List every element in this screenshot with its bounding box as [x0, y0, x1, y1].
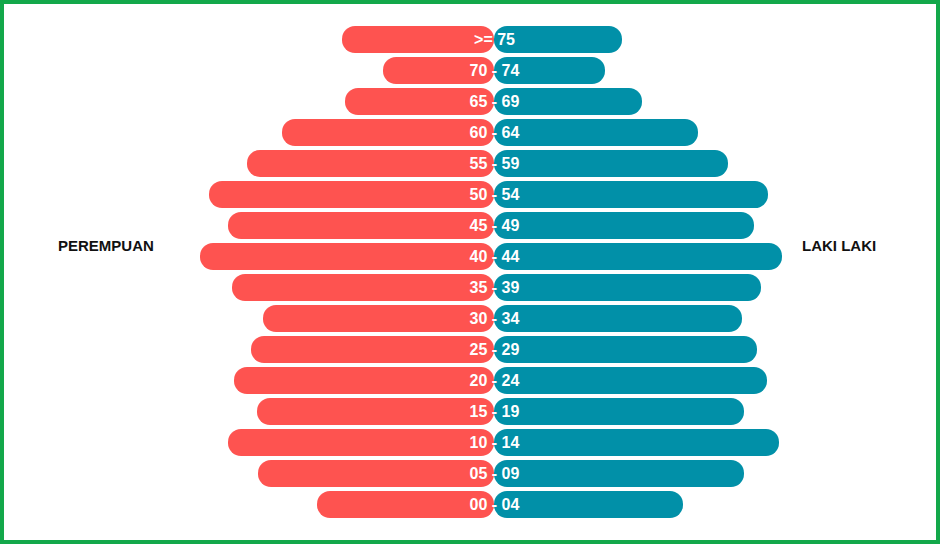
svg-text:30 - 34: 30 - 34 [470, 310, 520, 327]
svg-text:05 - 09: 05 - 09 [470, 465, 520, 482]
svg-text:70 - 74: 70 - 74 [470, 62, 520, 79]
svg-text:65 - 69: 65 - 69 [470, 93, 520, 110]
html-text:PEREMPUAN: PEREMPUAN [58, 237, 154, 254]
svg-text:50 - 54: 50 - 54 [470, 186, 520, 203]
svg-text:>= 75: >= 75 [474, 31, 515, 48]
svg-text:55 - 59: 55 - 59 [470, 155, 520, 172]
svg-text:00 - 04: 00 - 04 [470, 496, 520, 513]
svg-text:45 - 49: 45 - 49 [470, 217, 520, 234]
svg-text:15 - 19: 15 - 19 [470, 403, 520, 420]
svg-text:10 - 14: 10 - 14 [470, 434, 520, 451]
html-text:LAKI LAKI: LAKI LAKI [802, 237, 877, 254]
svg-text:20 - 24: 20 - 24 [470, 372, 520, 389]
svg-text:35 - 39: 35 - 39 [470, 279, 520, 296]
svg-text:40 - 44: 40 - 44 [470, 248, 520, 265]
svg-text:25 - 29: 25 - 29 [470, 341, 520, 358]
svg-text:60 - 64: 60 - 64 [470, 124, 520, 141]
